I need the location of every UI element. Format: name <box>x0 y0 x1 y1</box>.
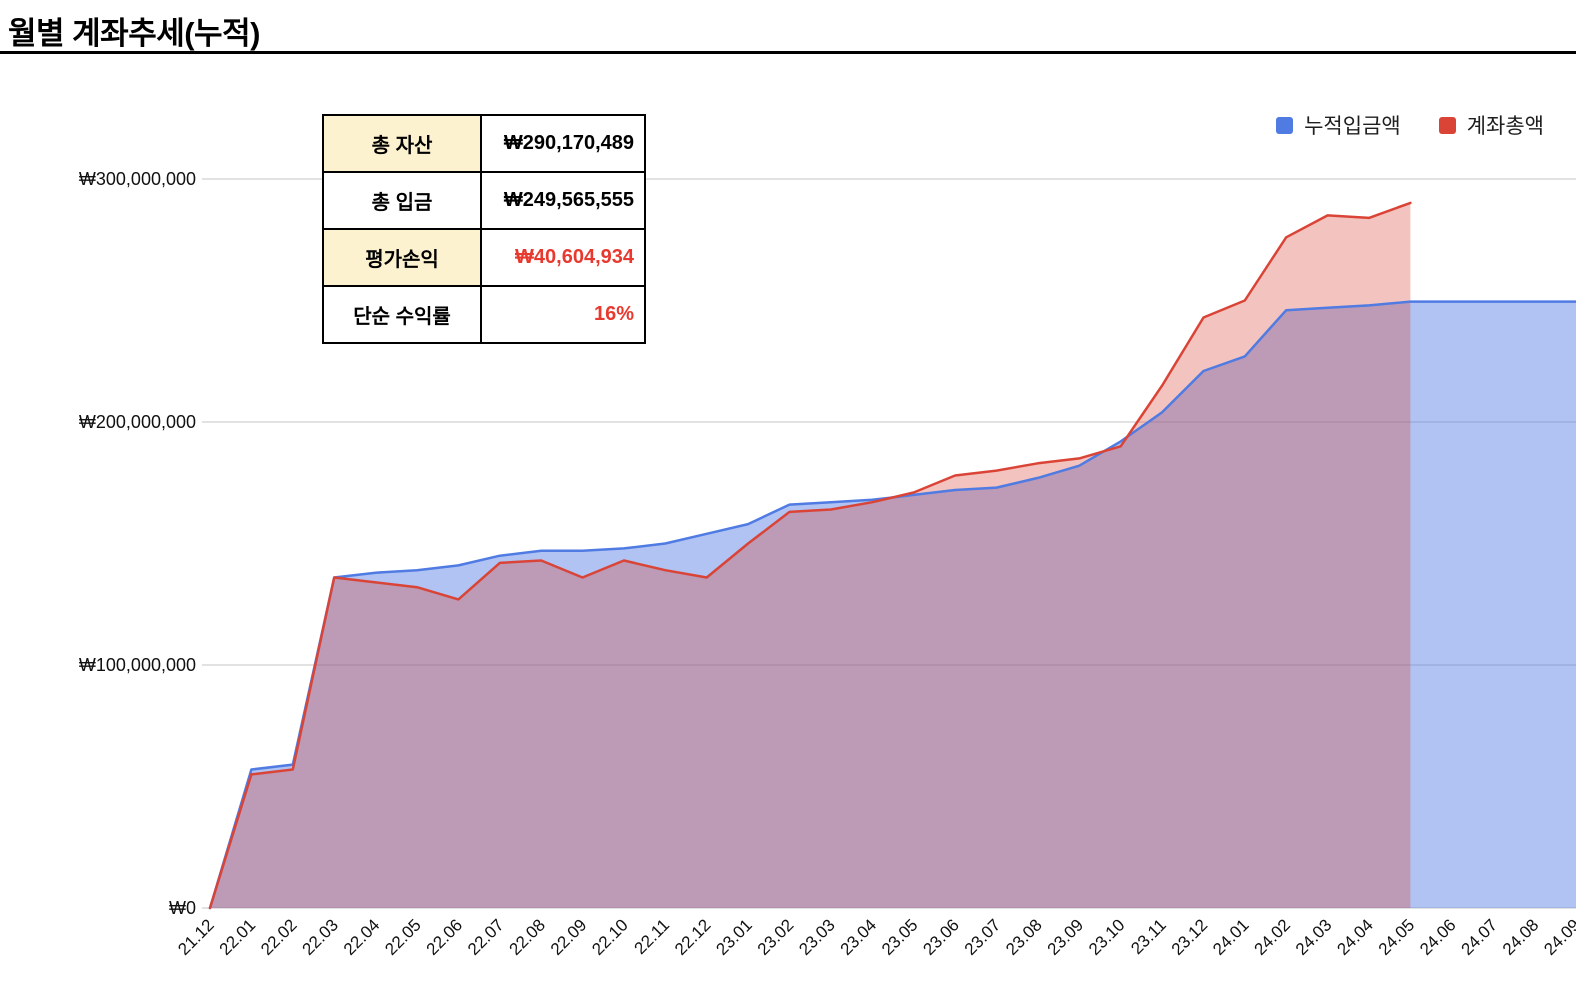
page-header: 월별 계좌추세(누적) <box>0 0 1576 54</box>
x-axis-label: 23.01 <box>712 915 756 959</box>
x-axis-label: 22.02 <box>257 915 301 959</box>
x-axis-label: 23.03 <box>795 915 839 959</box>
summary-row: 단순 수익률 16% <box>322 285 646 344</box>
x-axis-label: 22.11 <box>631 915 674 958</box>
x-axis-label: 22.08 <box>505 915 549 959</box>
x-axis-label: 22.03 <box>298 915 342 959</box>
summary-label-simple-return: 단순 수익률 <box>322 285 482 344</box>
summary-label-total-deposits: 총 입금 <box>322 171 482 230</box>
summary-table: 총 자산 ₩290,170,489 총 입금 ₩249,565,555 평가손익… <box>322 114 646 344</box>
summary-value-valuation-pl: ₩40,604,934 <box>480 228 646 287</box>
legend-swatch-red-icon <box>1438 116 1456 134</box>
x-axis-label: 22.05 <box>381 915 425 959</box>
x-axis-label: 23.09 <box>1044 915 1088 959</box>
x-axis-label: 22.12 <box>671 915 715 959</box>
x-axis-label: 21.12 <box>174 915 218 959</box>
x-axis-label: 22.10 <box>588 915 632 959</box>
y-axis-label: ₩100,000,000 <box>79 655 196 675</box>
x-axis-label: 24.05 <box>1375 915 1419 959</box>
y-axis-label: ₩200,000,000 <box>79 412 196 432</box>
y-axis-label: ₩0 <box>169 898 196 918</box>
x-axis-label: 23.11 <box>1127 915 1170 958</box>
x-axis-label: 24.08 <box>1499 915 1543 959</box>
summary-value-simple-return: 16% <box>480 285 646 344</box>
total-line <box>208 201 1412 910</box>
x-axis-label: 24.06 <box>1416 915 1460 959</box>
summary-row: 총 자산 ₩290,170,489 <box>322 114 646 173</box>
x-axis-label: 22.09 <box>547 915 591 959</box>
x-axis-label: 24.01 <box>1209 915 1253 959</box>
total-area <box>210 202 1411 908</box>
account-trend-area-chart: ₩0 ₩100,000,000 ₩200,000,000 ₩300,000,000 21… <box>79 169 1576 959</box>
deposits-area <box>210 301 1576 909</box>
x-axis-label: 24.09 <box>1540 915 1576 959</box>
summary-label-valuation-pl: 평가손익 <box>322 228 482 287</box>
summary-row: 평가손익 ₩40,604,934 <box>322 228 646 287</box>
x-axis-label: 22.01 <box>216 915 260 959</box>
summary-row: 총 입금 ₩249,565,555 <box>322 171 646 230</box>
x-axis-label: 24.02 <box>1251 915 1295 959</box>
x-axis-label: 22.06 <box>423 915 467 959</box>
x-axis-label: 23.08 <box>1002 915 1046 959</box>
x-axis-label: 22.04 <box>340 915 384 959</box>
summary-label-total-assets: 총 자산 <box>322 114 482 173</box>
legend-swatch-blue-icon <box>1276 116 1294 134</box>
x-axis-label: 24.07 <box>1458 915 1502 959</box>
legend-label-total: 계좌총액 <box>1466 115 1544 138</box>
x-axis-label: 23.04 <box>837 915 881 959</box>
x-axis-label: 23.12 <box>1168 915 1212 959</box>
x-axis-label: 23.02 <box>754 915 798 959</box>
x-axis-label: 24.04 <box>1333 915 1377 959</box>
page-title: 월별 계좌추세(누적) <box>8 16 260 51</box>
y-axis-label: ₩300,000,000 <box>79 169 196 189</box>
x-axis-label: 23.05 <box>878 915 922 959</box>
legend-item-total: 계좌총액 <box>1438 110 1544 140</box>
x-axis-label: 22.07 <box>464 915 508 959</box>
x-axis-label: 23.06 <box>919 915 963 959</box>
summary-value-total-deposits: ₩249,565,555 <box>480 171 646 230</box>
x-axis-label: 23.10 <box>1085 915 1129 959</box>
legend-label-deposits: 누적입금액 <box>1304 115 1401 138</box>
legend-item-deposits: 누적입금액 <box>1276 110 1401 140</box>
chart-legend: 누적입금액 계좌총액 <box>1276 110 1544 140</box>
x-axis-label: 23.07 <box>961 915 1005 959</box>
x-axis-label: 24.03 <box>1292 915 1336 959</box>
summary-value-total-assets: ₩290,170,489 <box>480 114 646 173</box>
